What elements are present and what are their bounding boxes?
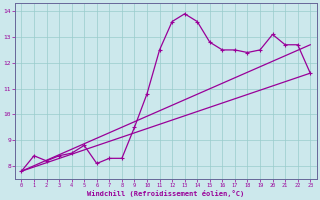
X-axis label: Windchill (Refroidissement éolien,°C): Windchill (Refroidissement éolien,°C) [87, 190, 244, 197]
